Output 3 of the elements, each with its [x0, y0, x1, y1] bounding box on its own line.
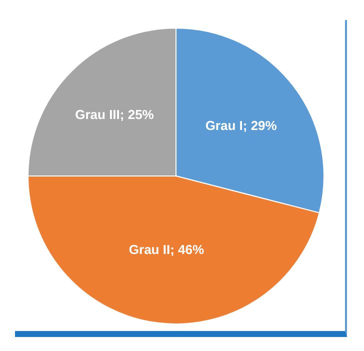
slice-label: Grau I; 29% [205, 118, 278, 133]
slice-label: Grau II; 46% [128, 242, 204, 258]
slice-label: Grau III; 25% [75, 107, 154, 122]
